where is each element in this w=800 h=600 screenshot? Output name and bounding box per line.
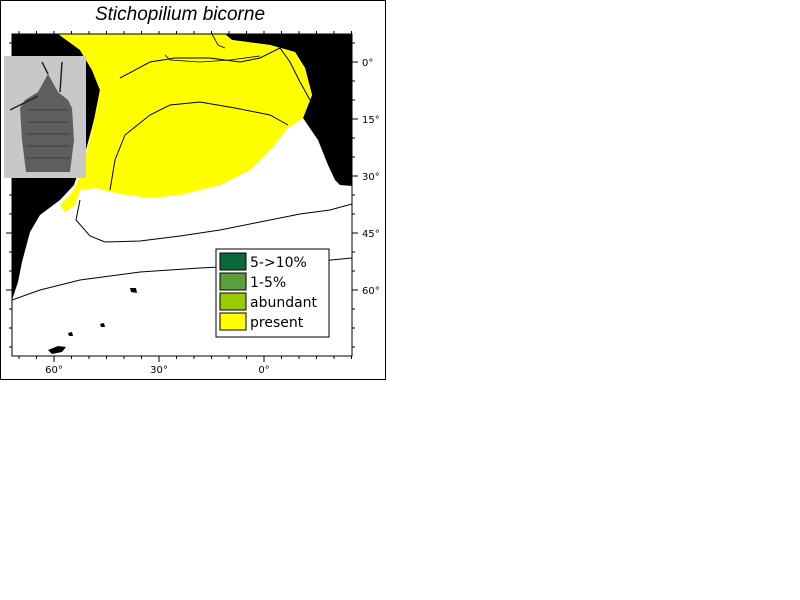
lat-tick-label: 15°: [362, 115, 380, 126]
contour-line-tropical: [109, 101, 289, 191]
legend-swatch: [219, 312, 247, 331]
legend-swatch: [219, 252, 247, 271]
africa-landmass: [225, 34, 352, 186]
legend: 5->10% 1-5% abundant present: [215, 248, 330, 338]
specimen-left-horn: [9, 95, 39, 111]
present-distribution-area: [58, 34, 312, 212]
lon-tick-label: 60°: [45, 365, 63, 376]
map-title: Stichopilium bicorne: [95, 4, 265, 25]
specimen-right-horn: [59, 61, 63, 93]
lat-tick-label: 60°: [362, 286, 380, 297]
contour-line-north: [119, 47, 311, 101]
legend-label: 5->10%: [250, 255, 307, 271]
legend-label: present: [250, 315, 304, 331]
island: [48, 346, 66, 354]
legend-swatch: [219, 292, 247, 311]
contour-line-coastal: [211, 34, 226, 49]
lat-tick-label: 0°: [362, 58, 373, 69]
specimen-texture: [26, 109, 70, 159]
contour-line-equatorial: [164, 54, 261, 63]
island: [130, 288, 137, 293]
radiolarian-specimen-image: [4, 56, 86, 178]
lat-tick-label: 45°: [362, 229, 380, 240]
longitude-axis: 60° 30° 0°: [45, 356, 270, 376]
map-canvas: Stichopilium bicorne 0° 15° 30° 45° 60°: [0, 0, 386, 380]
subtropical-front-line: [75, 199, 352, 243]
legend-label: abundant: [250, 295, 318, 311]
map-figure: Stichopilium bicorne 0° 15° 30° 45° 60°: [0, 0, 386, 380]
island: [68, 332, 73, 336]
specimen-apical-horn: [41, 61, 49, 75]
lat-tick-label: 30°: [362, 172, 380, 183]
island: [100, 323, 105, 327]
lon-tick-label: 30°: [150, 365, 168, 376]
legend-label: 1-5%: [250, 275, 286, 291]
minor-ticks: [9, 31, 355, 359]
lon-tick-label: 0°: [258, 365, 269, 376]
legend-swatch: [219, 272, 247, 291]
